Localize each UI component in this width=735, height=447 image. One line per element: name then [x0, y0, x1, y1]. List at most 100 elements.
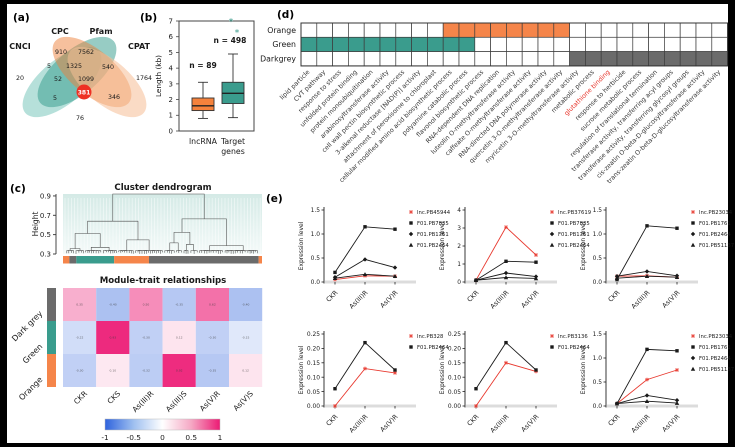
- heatmap-cell-value: -0.30: [76, 369, 84, 373]
- x-tick-label: As(V)R: [520, 288, 541, 309]
- go-grid-cell: [648, 36, 665, 52]
- marker-square: [645, 347, 649, 352]
- legend-label: F01.PB1761: [699, 345, 731, 351]
- y-tick-label: 1.5: [311, 208, 321, 214]
- go-grid-cell: [332, 22, 349, 38]
- y-tick-label: 0.5: [593, 380, 603, 386]
- marker-star: [550, 210, 554, 214]
- legend-label: F01.PB1761: [699, 221, 731, 227]
- heatmap-cell: [129, 288, 163, 321]
- legend-label: lnc.PB37619: [558, 210, 591, 216]
- y-tick-label: 0.20: [448, 347, 461, 353]
- box: [191, 97, 215, 112]
- y-tick-label: 0.10: [307, 375, 320, 381]
- dendrogram-branch: [193, 250, 198, 254]
- dendrogram-branch: [220, 250, 223, 254]
- y-tick-label: 1.5: [593, 208, 603, 214]
- expression-subplot: Expression level 0.0 0.5 1.0 1.5 CKR As(III)R A…: [580, 331, 734, 435]
- go-grid-cell: [521, 36, 539, 52]
- dendrogram-title: Cluster dendrogram: [114, 183, 212, 193]
- venn-count: 910: [55, 49, 67, 56]
- go-grid-cell: [363, 51, 381, 67]
- heatmap-cell-value: 0.62: [209, 303, 216, 307]
- legend-label: lnc.PB23034: [699, 334, 733, 340]
- legend-label: F01.PB51137: [699, 367, 734, 373]
- go-grid-cell: [490, 22, 507, 38]
- go-grid-cell: [600, 51, 618, 67]
- heatmap-cell: [96, 288, 130, 321]
- go-grid-cell: [553, 22, 570, 38]
- go-grid-cell: [300, 36, 318, 52]
- trait-column-label: As(V)S: [231, 389, 255, 413]
- panel-label-a: (a): [13, 12, 30, 24]
- marker-square: [645, 224, 649, 228]
- marker-square: [393, 227, 397, 231]
- y-tick-label: 0.00: [448, 404, 461, 410]
- sample-size-label: n = 89: [189, 61, 217, 70]
- go-grid-cell: [648, 51, 665, 67]
- y-axis-title: Expression level: [439, 345, 446, 394]
- go-grid-cell: [664, 51, 681, 67]
- heatmap-cell-value: -0.30: [142, 336, 150, 340]
- expression-subplot: Expression level 0.0 0.5 1.0 1.5 CKR As(III)R A…: [298, 207, 451, 311]
- series-line: [334, 341, 396, 389]
- heatmap-cell-value: 0.35: [76, 303, 83, 307]
- venn-count: 346: [108, 94, 120, 101]
- expression-subplot: Expression level 0.0 0.5 1.0 1.5 CKR As(III)R A…: [580, 207, 734, 311]
- go-grid-cell: [585, 36, 602, 52]
- marker-triangle: [362, 272, 368, 277]
- expression-subplot: Expression level 0 1 2 3 4 CKR As(III)R As(V)R ln…: [439, 207, 591, 311]
- module-color-chip: [47, 288, 56, 321]
- marker-triangle: [533, 276, 539, 281]
- colorbar-tick-label: -1: [101, 433, 109, 442]
- marker-star: [691, 334, 695, 338]
- heatmap-cell-value: 0.10: [109, 369, 116, 373]
- y-tick-label: 0.25: [307, 332, 320, 338]
- marker-triangle: [674, 400, 680, 405]
- y-tick-label: 1: [457, 262, 461, 268]
- heatmap-cell: [195, 321, 229, 354]
- legend-label: F01.PB2464: [558, 345, 590, 351]
- go-grid-cell: [442, 36, 460, 52]
- marker-diamond: [674, 398, 680, 403]
- go-grid-cell: [348, 51, 365, 67]
- go-grid-cell: [632, 51, 649, 67]
- module-color-chip: [47, 354, 56, 387]
- go-grid-cell: [679, 36, 697, 52]
- go-grid-cell: [648, 22, 665, 38]
- dendrogram-branch: [112, 193, 205, 222]
- marker-square: [333, 270, 337, 275]
- marker-star: [474, 404, 478, 408]
- x-category-label: Target: [220, 137, 245, 146]
- height-tick-label: 0.3: [40, 251, 51, 259]
- go-grid-cell: [679, 51, 697, 67]
- marker-diamond: [644, 393, 650, 398]
- x-tick-label: As(III)R: [348, 412, 370, 434]
- y-tick-label: 0.25: [448, 332, 461, 338]
- dendrogram-bg: [63, 194, 262, 254]
- heatmap-cell: [229, 288, 263, 321]
- marker-star: [393, 371, 397, 375]
- go-grid-cell: [553, 36, 570, 52]
- marker-triangle: [473, 278, 479, 282]
- legend-label: F01.PB7835: [417, 221, 449, 227]
- go-grid-cell: [300, 22, 318, 38]
- go-grid-cell: [474, 22, 491, 38]
- marker-triangle: [690, 242, 696, 247]
- legend-label: F01.PB1761: [417, 232, 449, 238]
- y-tick-label: 0.05: [448, 390, 461, 396]
- go-grid-cell: [616, 22, 634, 38]
- marker-square: [333, 387, 337, 391]
- sample-size-label: n = 498: [214, 36, 247, 45]
- height-axis-title: Height: [31, 212, 40, 237]
- marker-square: [675, 226, 679, 230]
- go-grid-cell: [616, 36, 634, 52]
- legend-label: F01.PB1761: [558, 232, 590, 238]
- y-tick-label: 0.05: [307, 390, 320, 396]
- x-tick-label: As(III)R: [489, 288, 511, 310]
- marker-star: [691, 210, 695, 214]
- trait-column-label: CKS: [105, 389, 122, 406]
- marker-star: [550, 334, 554, 338]
- y-axis-title: Expression level: [298, 345, 305, 394]
- x-tick-label: CKR: [465, 412, 480, 427]
